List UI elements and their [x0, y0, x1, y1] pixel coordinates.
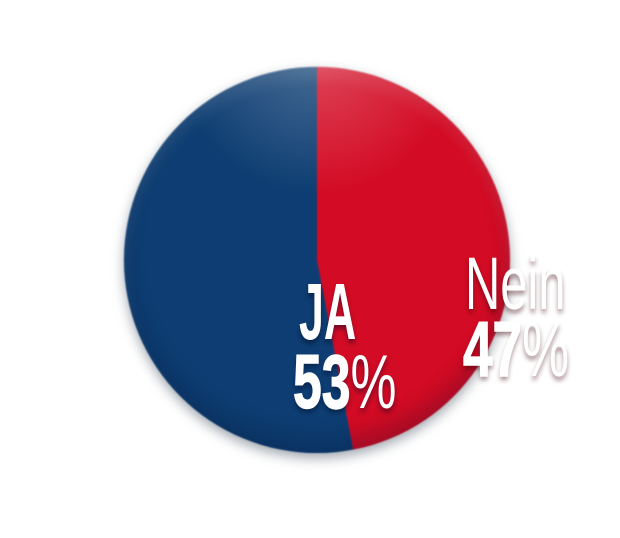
slice-label-ja: JA	[299, 267, 357, 356]
slice-value-ja-percent-sign: %	[350, 340, 397, 425]
slice-label-nein: Nein	[465, 242, 566, 325]
pie-slices	[124, 67, 510, 453]
slice-value-nein-digits: 47	[463, 305, 523, 393]
slice-value-nein-percent-sign: %	[522, 305, 570, 393]
slice-value-ja-digits: 53	[293, 340, 351, 425]
slice-value-nein: 47%	[463, 309, 570, 388]
slice-value-ja: 53%	[293, 344, 397, 421]
pie-chart: JA 53% Nein 47%	[124, 67, 569, 453]
